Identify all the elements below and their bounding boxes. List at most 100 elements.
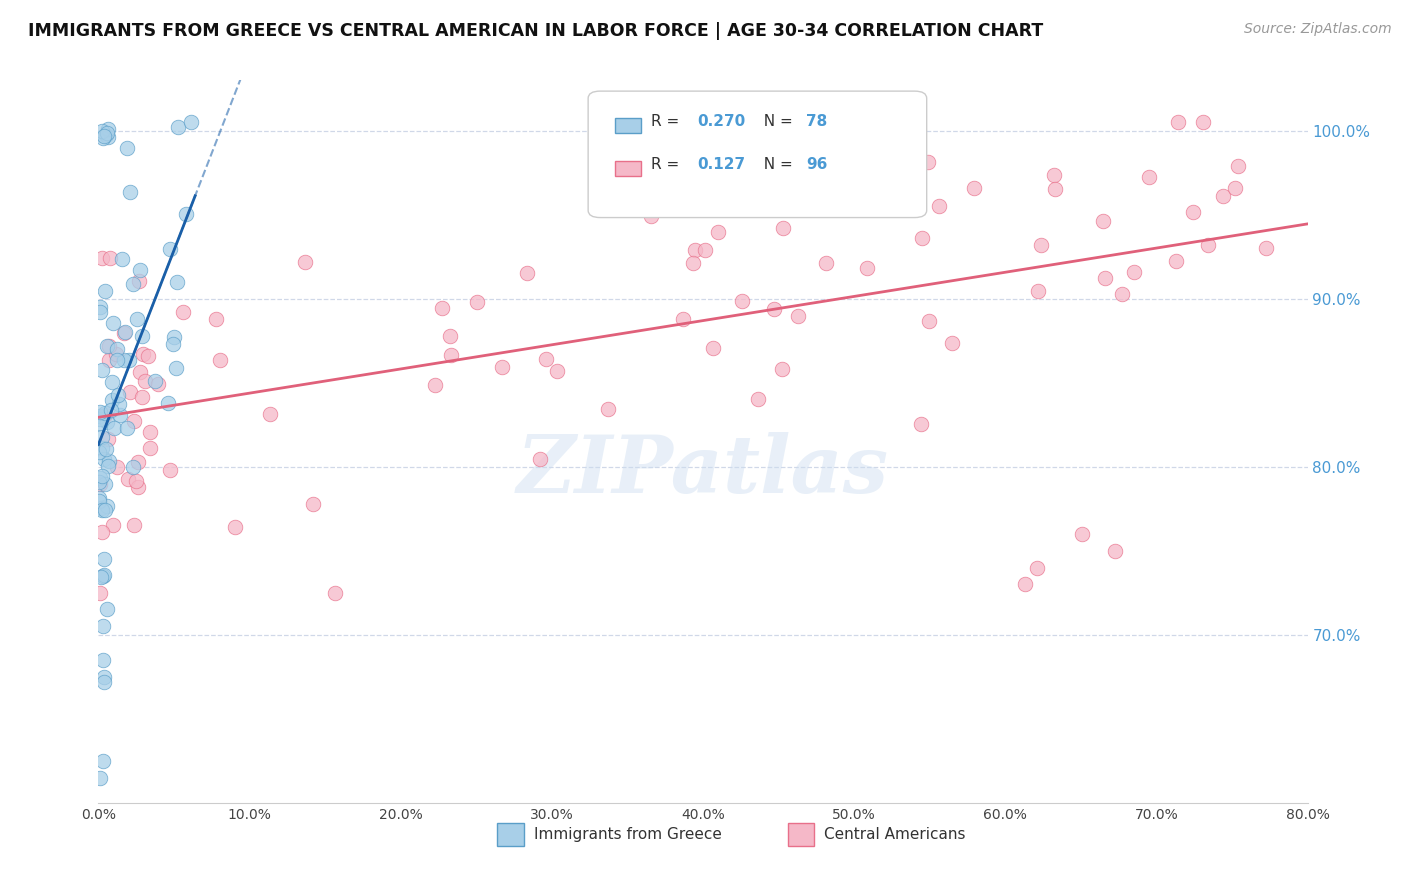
Point	[465, 295, 488, 310]
Point	[94, 128, 117, 142]
Point	[91, 525, 114, 540]
Point	[157, 396, 180, 410]
Point	[94, 442, 117, 456]
Point	[120, 385, 142, 400]
Point	[1197, 238, 1219, 252]
Text: ZIPatlas: ZIPatlas	[517, 432, 889, 509]
Point	[910, 417, 932, 432]
Point	[134, 374, 156, 388]
Point	[93, 670, 115, 684]
Point	[117, 472, 139, 486]
Text: Central Americans: Central Americans	[824, 827, 966, 842]
Point	[89, 494, 111, 508]
Point	[96, 339, 118, 353]
Point	[762, 301, 785, 316]
Point	[1071, 527, 1094, 541]
Point	[103, 518, 125, 533]
Point	[89, 471, 111, 485]
Point	[105, 459, 128, 474]
Point	[167, 120, 190, 134]
Point	[90, 362, 112, 376]
Text: N =: N =	[754, 114, 797, 129]
Point	[834, 127, 856, 141]
Point	[1227, 159, 1250, 173]
Point	[138, 425, 160, 439]
Point	[1043, 168, 1066, 182]
Text: 96: 96	[806, 157, 827, 172]
Point	[139, 441, 162, 455]
Point	[103, 421, 125, 435]
Point	[94, 503, 117, 517]
Point	[89, 305, 111, 319]
Point	[121, 460, 143, 475]
Point	[682, 256, 704, 270]
Point	[103, 316, 125, 330]
Text: 78: 78	[806, 114, 827, 129]
Text: N =: N =	[754, 157, 797, 172]
Point	[94, 476, 117, 491]
Point	[91, 130, 114, 145]
Point	[128, 274, 150, 288]
Point	[90, 503, 112, 517]
Point	[97, 458, 120, 473]
Point	[111, 252, 134, 266]
Point	[125, 311, 148, 326]
Point	[1029, 237, 1052, 252]
Point	[815, 256, 838, 270]
Point	[97, 121, 120, 136]
Point	[856, 261, 879, 276]
Point	[941, 336, 963, 351]
Point	[1094, 271, 1116, 285]
Point	[89, 300, 111, 314]
Point	[302, 497, 325, 511]
Point	[104, 347, 127, 361]
Point	[108, 397, 131, 411]
Point	[91, 569, 114, 583]
Point	[131, 390, 153, 404]
Point	[162, 336, 184, 351]
Point	[93, 129, 115, 144]
Point	[631, 191, 654, 205]
Point	[702, 341, 724, 355]
Point	[1026, 284, 1049, 298]
Point	[1254, 241, 1277, 255]
Point	[323, 586, 346, 600]
Point	[124, 517, 146, 532]
Point	[224, 519, 246, 533]
Point	[107, 388, 129, 402]
Point	[730, 294, 752, 309]
Point	[180, 115, 202, 129]
Point	[127, 480, 149, 494]
Text: IMMIGRANTS FROM GREECE VS CENTRAL AMERICAN IN LABOR FORCE | AGE 30-34 CORRELATIO: IMMIGRANTS FROM GREECE VS CENTRAL AMERIC…	[28, 22, 1043, 40]
Point	[159, 463, 181, 477]
Point	[546, 364, 568, 378]
Point	[131, 328, 153, 343]
Point	[93, 406, 115, 420]
Point	[93, 653, 115, 667]
Point	[97, 352, 120, 367]
Point	[89, 476, 111, 491]
Point	[89, 417, 111, 431]
Text: Immigrants from Greece: Immigrants from Greece	[534, 827, 721, 842]
Point	[98, 251, 121, 265]
Point	[108, 409, 131, 423]
Point	[120, 185, 142, 199]
Text: R =: R =	[651, 114, 685, 129]
Point	[963, 181, 986, 195]
Point	[1091, 214, 1114, 228]
Point	[89, 409, 111, 423]
Point	[529, 452, 551, 467]
Point	[93, 552, 115, 566]
Point	[89, 491, 111, 506]
Point	[165, 361, 187, 376]
Point	[174, 207, 197, 221]
Point	[787, 310, 810, 324]
Point	[90, 570, 112, 584]
FancyBboxPatch shape	[588, 91, 927, 218]
Point	[1212, 189, 1234, 203]
Point	[917, 155, 939, 169]
Point	[132, 347, 155, 361]
Text: 0.270: 0.270	[697, 114, 745, 129]
Point	[89, 404, 111, 418]
Point	[96, 415, 118, 429]
